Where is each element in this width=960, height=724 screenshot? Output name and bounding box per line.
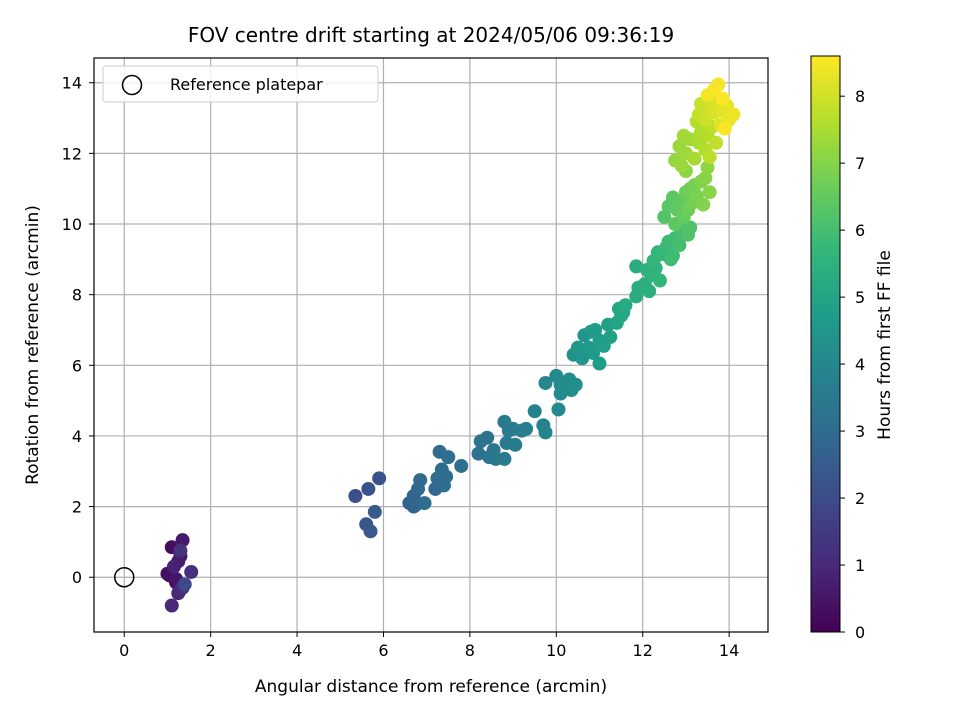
data-point	[586, 345, 601, 360]
y-tick-label: 8	[72, 286, 82, 305]
colorbar-ticks: 0 1 2 3 4 5 6 7 8	[840, 87, 865, 642]
data-point	[363, 524, 378, 539]
x-tick-label: 0	[119, 641, 129, 660]
colorbar-tick-label: 5	[855, 288, 865, 307]
data-point	[642, 284, 657, 299]
x-axis-ticks: 0 2 4 6 8 10 12 14	[119, 632, 739, 660]
data-point	[519, 421, 534, 436]
colorbar: 0 1 2 3 4 5 6 7 8 Hours from first FF file	[810, 55, 895, 642]
data-point	[717, 121, 732, 136]
chart-title: FOV centre drift starting at 2024/05/06 …	[188, 23, 674, 47]
data-point	[177, 577, 192, 592]
data-point	[603, 330, 618, 345]
data-point	[706, 82, 721, 97]
colorbar-tick-label: 6	[855, 221, 865, 240]
data-point	[471, 446, 486, 461]
colorbar-tick-label: 2	[855, 489, 865, 508]
data-point	[361, 481, 376, 496]
data-point	[698, 171, 713, 186]
data-point	[454, 458, 469, 473]
data-point	[348, 489, 363, 504]
y-axis-ticks: 0 2 4 6 8 10 12 14	[62, 74, 94, 587]
data-point	[629, 259, 644, 274]
data-point	[367, 504, 382, 519]
data-point	[715, 91, 730, 106]
legend: Reference platepar	[102, 65, 379, 103]
x-tick-label: 10	[546, 641, 566, 660]
data-point	[413, 473, 428, 488]
data-point	[683, 220, 698, 235]
data-point	[175, 533, 190, 548]
data-point	[592, 356, 607, 371]
x-tick-label: 4	[292, 641, 302, 660]
reference-marker	[113, 566, 135, 588]
y-tick-label: 12	[62, 144, 82, 163]
x-tick-label: 12	[633, 641, 653, 660]
legend-label: Reference platepar	[170, 75, 323, 94]
legend-box	[102, 65, 379, 103]
data-point	[568, 377, 583, 392]
data-point	[527, 404, 542, 419]
data-point	[674, 158, 689, 173]
data-point	[676, 128, 691, 143]
data-point	[184, 564, 199, 579]
y-tick-label: 0	[72, 568, 82, 587]
data-point	[164, 598, 179, 613]
data-point	[439, 469, 454, 484]
y-axis-label: Rotation from reference (arcmin)	[23, 205, 43, 485]
legend-open-circle-marker	[121, 74, 143, 96]
data-point	[696, 197, 711, 212]
data-point	[588, 322, 603, 337]
data-point	[551, 402, 566, 417]
y-tick-label: 6	[72, 356, 82, 375]
x-tick-label: 6	[378, 641, 388, 660]
data-point	[166, 559, 181, 574]
data-point	[614, 308, 629, 323]
colorbar-tick-label: 0	[855, 623, 865, 642]
data-point	[702, 185, 717, 200]
data-point	[508, 437, 523, 452]
data-point	[538, 375, 553, 390]
x-tick-label: 8	[465, 641, 475, 660]
data-point	[652, 273, 667, 288]
y-tick-label: 2	[72, 498, 82, 517]
data-point	[709, 135, 724, 150]
data-point	[618, 298, 633, 313]
colorbar-tick-label: 1	[855, 556, 865, 575]
x-tick-label: 14	[719, 641, 739, 660]
data-point	[372, 471, 387, 486]
plot-frame	[93, 57, 769, 633]
scatter-points	[160, 77, 741, 613]
y-tick-label: 14	[62, 74, 82, 93]
colorbar-tick-label: 7	[855, 154, 865, 173]
x-axis-label: Angular distance from reference (arcmin)	[255, 677, 607, 697]
y-tick-label: 10	[62, 215, 82, 234]
data-point	[672, 238, 687, 253]
data-point	[480, 430, 495, 445]
reference-point-marker	[113, 566, 135, 588]
colorbar-label: Hours from first FF file	[875, 250, 895, 440]
colorbar-tick-label: 4	[855, 355, 865, 374]
data-point	[726, 107, 741, 122]
colorbar-gradient	[810, 55, 841, 633]
x-tick-label: 2	[206, 641, 216, 660]
data-point	[417, 496, 432, 511]
data-point	[663, 252, 678, 267]
data-point	[173, 543, 188, 558]
data-point	[538, 425, 553, 440]
data-point	[497, 451, 512, 466]
data-point	[702, 149, 717, 164]
data-point	[441, 450, 456, 465]
colorbar-tick-label: 8	[855, 87, 865, 106]
colorbar-tick-label: 3	[855, 422, 865, 441]
data-point	[657, 209, 672, 224]
grid	[94, 58, 768, 632]
data-point	[687, 151, 702, 166]
y-tick-label: 4	[72, 427, 82, 446]
data-point	[700, 160, 715, 175]
